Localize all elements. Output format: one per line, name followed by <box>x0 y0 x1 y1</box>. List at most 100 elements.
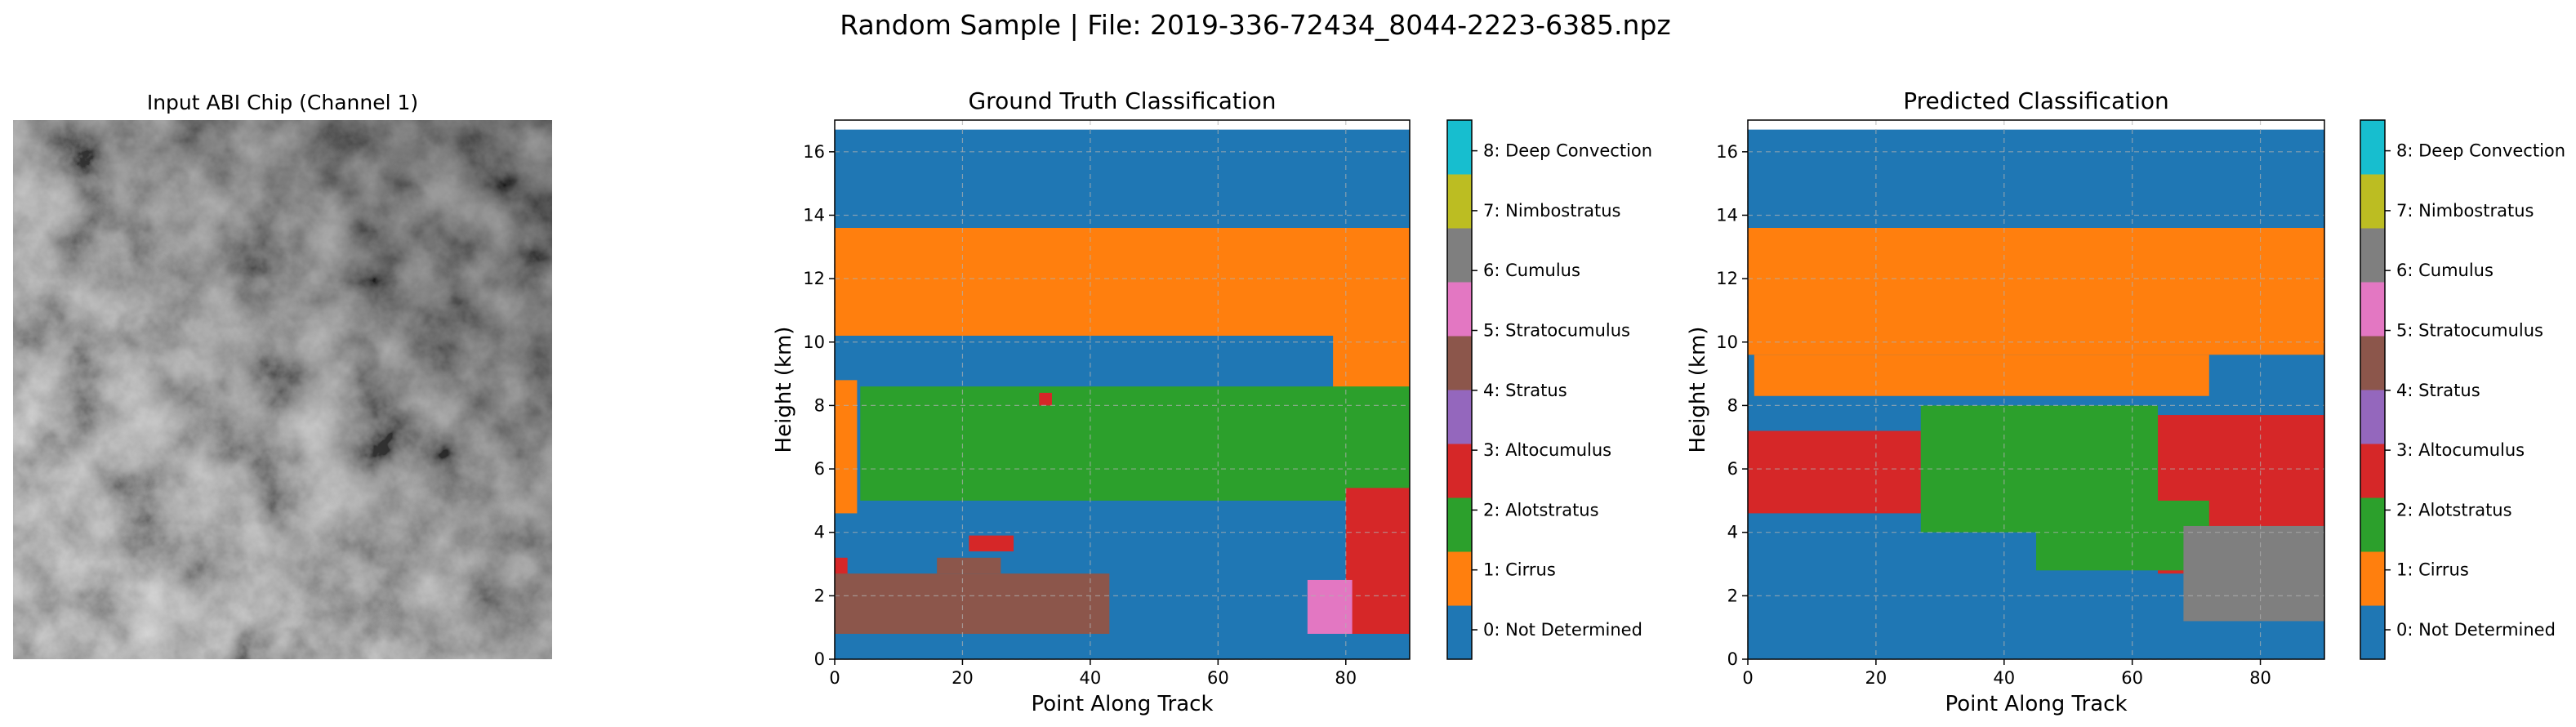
colorbar-swatch <box>1447 551 1472 606</box>
predicted-plot-area: 0 20 40 60 80 0 2 4 6 8 10 12 14 16 <box>1716 119 2325 688</box>
colorbar-label: 7: Nimbostratus <box>2396 201 2534 221</box>
colorbar-swatch <box>2360 497 2385 552</box>
colorbar-frame <box>1446 119 1473 660</box>
class-region <box>1754 355 2209 396</box>
class-region <box>937 557 1001 574</box>
colorbar-label: 2: Alotstratus <box>1483 500 1599 520</box>
colorbar-label: 8: Deep Convection <box>2396 141 2565 161</box>
colorbar-swatch <box>1447 174 1472 229</box>
colorbar-swatch <box>1447 444 1472 498</box>
x-tick-label: 40 <box>1993 668 2015 688</box>
x-tick-label: 0 <box>829 668 840 688</box>
x-tick-label: 60 <box>1207 668 1229 688</box>
y-tick-label: 4 <box>814 523 825 542</box>
class-region <box>2183 525 2324 622</box>
colorbar-swatch <box>1447 120 1472 175</box>
y-tick-label: 12 <box>1716 269 1738 288</box>
colorbar-swatch <box>2360 336 2385 390</box>
predicted-colorbar: 0: Not Determined 1: Cirrus 2: Alotstratus… <box>2360 119 2565 660</box>
class-region <box>835 380 858 514</box>
class-region <box>2036 500 2209 571</box>
ground-truth-xlabel: Point Along Track <box>1031 692 1213 716</box>
colorbar-swatch <box>2360 228 2385 283</box>
colorbar-swatch <box>1447 605 1472 660</box>
class-region <box>1748 228 2324 355</box>
y-tick-label: 8 <box>1727 395 1738 415</box>
y-tick-label: 16 <box>1716 142 1738 162</box>
class-region <box>1345 488 1410 634</box>
y-tick-label: 16 <box>803 142 825 162</box>
y-tick-label: 10 <box>803 332 825 352</box>
colorbar-swatch <box>1447 282 1472 337</box>
input-image-panel: Input ABI Chip (Channel 1) <box>13 91 552 659</box>
colorbar-label: 3: Altocumulus <box>1483 440 1611 460</box>
class-region <box>969 535 1014 551</box>
colorbar-swatch <box>1447 228 1472 283</box>
colorbar-swatch <box>2360 120 2385 175</box>
y-tick-label: 0 <box>814 649 825 669</box>
x-tick-label: 60 <box>2121 668 2143 688</box>
y-tick-label: 4 <box>1727 523 1738 542</box>
colorbar-label: 5: Stratocumulus <box>2396 321 2543 341</box>
y-tick-label: 6 <box>1727 459 1738 479</box>
predicted-xlabel: Point Along Track <box>1945 692 2127 716</box>
predicted-panel: Predicted Classification 0 20 40 60 80 0 2 4 6 8 1… <box>1686 87 2565 716</box>
colorbar-label: 1: Cirrus <box>1483 560 1556 580</box>
colorbar-label: 6: Cumulus <box>2396 261 2494 280</box>
colorbar-swatch <box>2360 282 2385 337</box>
colorbar-swatch <box>2360 444 2385 498</box>
colorbar-label: 6: Cumulus <box>1483 261 1580 280</box>
colorbar-swatch <box>1447 390 1472 444</box>
ground-truth-panel: Ground Truth Classification 0 20 40 60 80 0 2 4… <box>772 87 1652 716</box>
figure-suptitle: Random Sample | File: 2019-336-72434_804… <box>840 9 1670 41</box>
colorbar-label: 5: Stratocumulus <box>1483 321 1630 341</box>
colorbar-swatch <box>1447 497 1472 552</box>
class-region <box>835 573 1110 634</box>
x-tick-label: 80 <box>2249 668 2271 688</box>
colorbar-swatch <box>2360 174 2385 229</box>
colorbar-label: 2: Alotstratus <box>2396 500 2512 520</box>
colorbar-swatch <box>2360 551 2385 606</box>
y-tick-label: 12 <box>803 269 825 288</box>
colorbar-label: 4: Stratus <box>1483 381 1567 400</box>
y-tick-label: 10 <box>1716 332 1738 352</box>
x-tick-label: 20 <box>952 668 974 688</box>
colorbar-label: 4: Stratus <box>2396 381 2480 400</box>
y-tick-label: 14 <box>803 205 825 225</box>
axes-frame <box>1747 119 2325 660</box>
colorbar-frame <box>2360 119 2386 660</box>
class-region <box>835 228 1410 336</box>
y-tick-label: 2 <box>814 586 825 605</box>
colorbar-label: 0: Not Determined <box>2396 620 2556 640</box>
predicted-ylabel: Height (km) <box>1686 327 1710 453</box>
y-tick-label: 0 <box>1727 649 1738 669</box>
y-tick-label: 2 <box>1727 586 1738 605</box>
predicted-title: Predicted Classification <box>1903 87 2169 114</box>
y-tick-label: 8 <box>814 395 825 415</box>
input-image-title: Input ABI Chip (Channel 1) <box>147 91 418 114</box>
ground-truth-plot-area: 0 20 40 60 80 0 2 4 6 8 10 12 14 16 <box>803 119 1411 688</box>
class-region <box>1039 392 1052 406</box>
y-tick-label: 6 <box>814 459 825 479</box>
colorbar-swatch <box>2360 390 2385 444</box>
x-tick-label: 20 <box>1865 668 1887 688</box>
axes-frame <box>834 119 1411 660</box>
colorbar-label: 8: Deep Convection <box>1483 141 1652 161</box>
abi-chip-image <box>13 120 552 659</box>
colorbar-label: 1: Cirrus <box>2396 560 2469 580</box>
x-tick-label: 0 <box>1742 668 1753 688</box>
x-tick-label: 40 <box>1080 668 1102 688</box>
colorbar-label: 3: Altocumulus <box>2396 440 2525 460</box>
ground-truth-title: Ground Truth Classification <box>968 87 1276 114</box>
class-region <box>860 386 1410 501</box>
colorbar-label: 0: Not Determined <box>1483 620 1642 640</box>
class-region <box>835 291 848 310</box>
class-region <box>1748 430 1921 514</box>
x-tick-label: 80 <box>1335 668 1357 688</box>
y-tick-label: 14 <box>1716 205 1738 225</box>
ground-truth-ylabel: Height (km) <box>772 327 796 453</box>
colorbar-swatch <box>1447 336 1472 390</box>
ground-truth-colorbar: 0: Not Determined 1: Cirrus 2: Alotstratus… <box>1446 119 1652 660</box>
colorbar-label: 7: Nimbostratus <box>1483 201 1620 221</box>
